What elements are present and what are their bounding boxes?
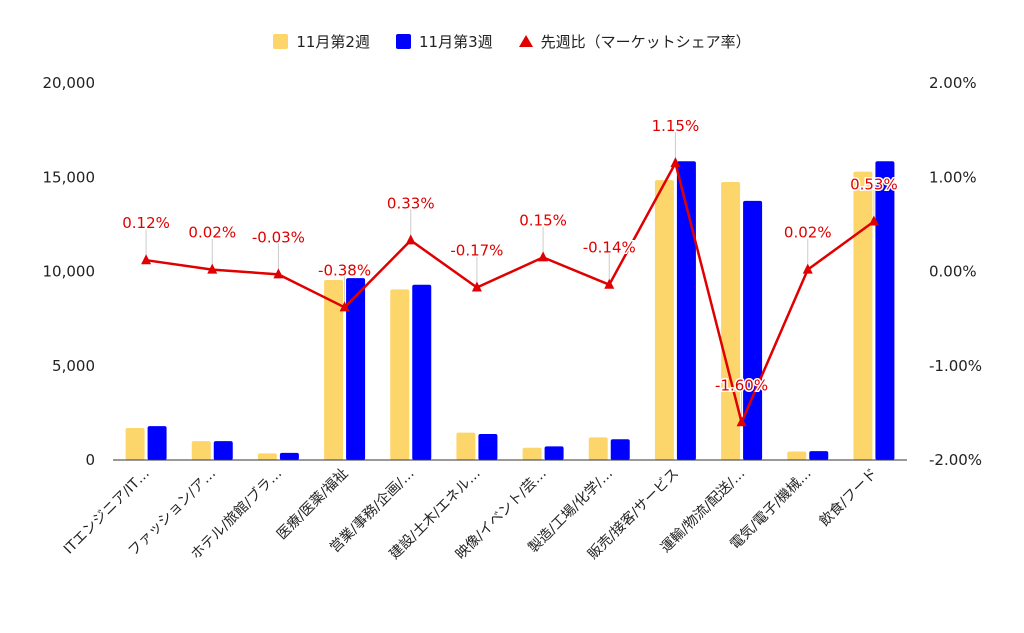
bar-series-1 [721,181,741,460]
line-point-marker [471,281,482,292]
line-point-marker [339,301,350,312]
bar-series-1 [588,437,608,460]
y-right-tick-label: 2.00% [929,74,977,92]
y-left-tick-label: 5,000 [52,357,95,375]
line-point-marker [273,268,284,279]
bar-series-1 [456,432,476,460]
bar-series-1 [125,427,145,460]
chart-legend: 11月第2週 11月第3週 先週比（マーケットシェア率） [0,26,1024,56]
line-point-marker [538,251,549,262]
line-point-marker [736,416,747,427]
y-right-tick-label: 1.00% [929,168,977,186]
line-data-label: -0.17% [450,242,503,260]
bar-series-2 [610,439,630,460]
bar-series-1 [390,289,410,460]
line-data-label: -0.38% [318,261,371,279]
legend-item-series-1: 11月第2週 [273,31,370,52]
legend-label-line: 先週比（マーケットシェア率） [540,32,751,51]
line-data-label: -0.14% [583,239,636,257]
line-data-label: 0.02% [188,224,236,242]
bar-series-2 [478,433,498,460]
bar-series-2 [676,161,696,461]
bar-series-2 [147,426,167,460]
line-series-path [145,161,875,424]
bar-series-2 [412,284,432,460]
legend-label-series-1: 11月第2週 [296,32,370,51]
bar-series-2 [875,161,895,461]
line-data-label: 0.15% [519,211,567,229]
y-left-tick-label: 15,000 [43,168,96,186]
line-data-label: -0.03% [252,228,305,246]
bar-series-1 [787,451,807,460]
bar-series-1 [853,171,873,460]
legend-swatch-series-1 [273,33,289,49]
line-point-marker [868,215,879,226]
legend-swatch-series-2 [395,33,411,49]
legend-label-series-2: 11月第3週 [418,32,493,51]
bar-series-1 [654,180,674,460]
bar-series-1 [522,447,542,460]
bar-series-2 [743,200,763,460]
line-point-marker [141,254,152,265]
legend-item-series-2: 11月第3週 [395,31,493,52]
bar-series-2 [544,446,564,460]
line-point-marker [207,263,218,274]
line-data-label: 1.15% [652,117,700,135]
bar-series-1 [324,279,344,460]
legend-item-line: 先週比（マーケットシェア率） [518,31,751,52]
line-point-marker [802,263,813,274]
y-left-tick-label: 0 [85,451,95,469]
y-left-tick-label: 10,000 [43,263,96,281]
line-point-marker [405,234,416,245]
line-point-marker [670,157,681,168]
y-right-tick-label: 0.00% [929,263,977,281]
bar-series-2 [279,452,299,460]
line-point-marker [604,278,615,289]
line-data-label: 0.02% [784,224,832,242]
bar-series-1 [257,453,277,460]
y-right-tick-label: -2.00% [929,451,982,469]
x-category-label: 飲食/フード [816,465,881,530]
bar-series-2 [809,451,829,460]
line-data-label: 0.33% [387,194,435,212]
bar-series-2 [346,278,366,460]
line-data-label: 0.12% [122,214,170,232]
bar-series-2 [213,441,233,460]
y-left-tick-label: 20,000 [43,74,96,92]
line-data-label: -1.60% [715,376,768,394]
legend-triangle-icon [518,35,533,47]
line-data-label: 0.53% [850,176,898,194]
bar-series-1 [191,441,211,460]
y-right-tick-label: -1.00% [929,357,982,375]
